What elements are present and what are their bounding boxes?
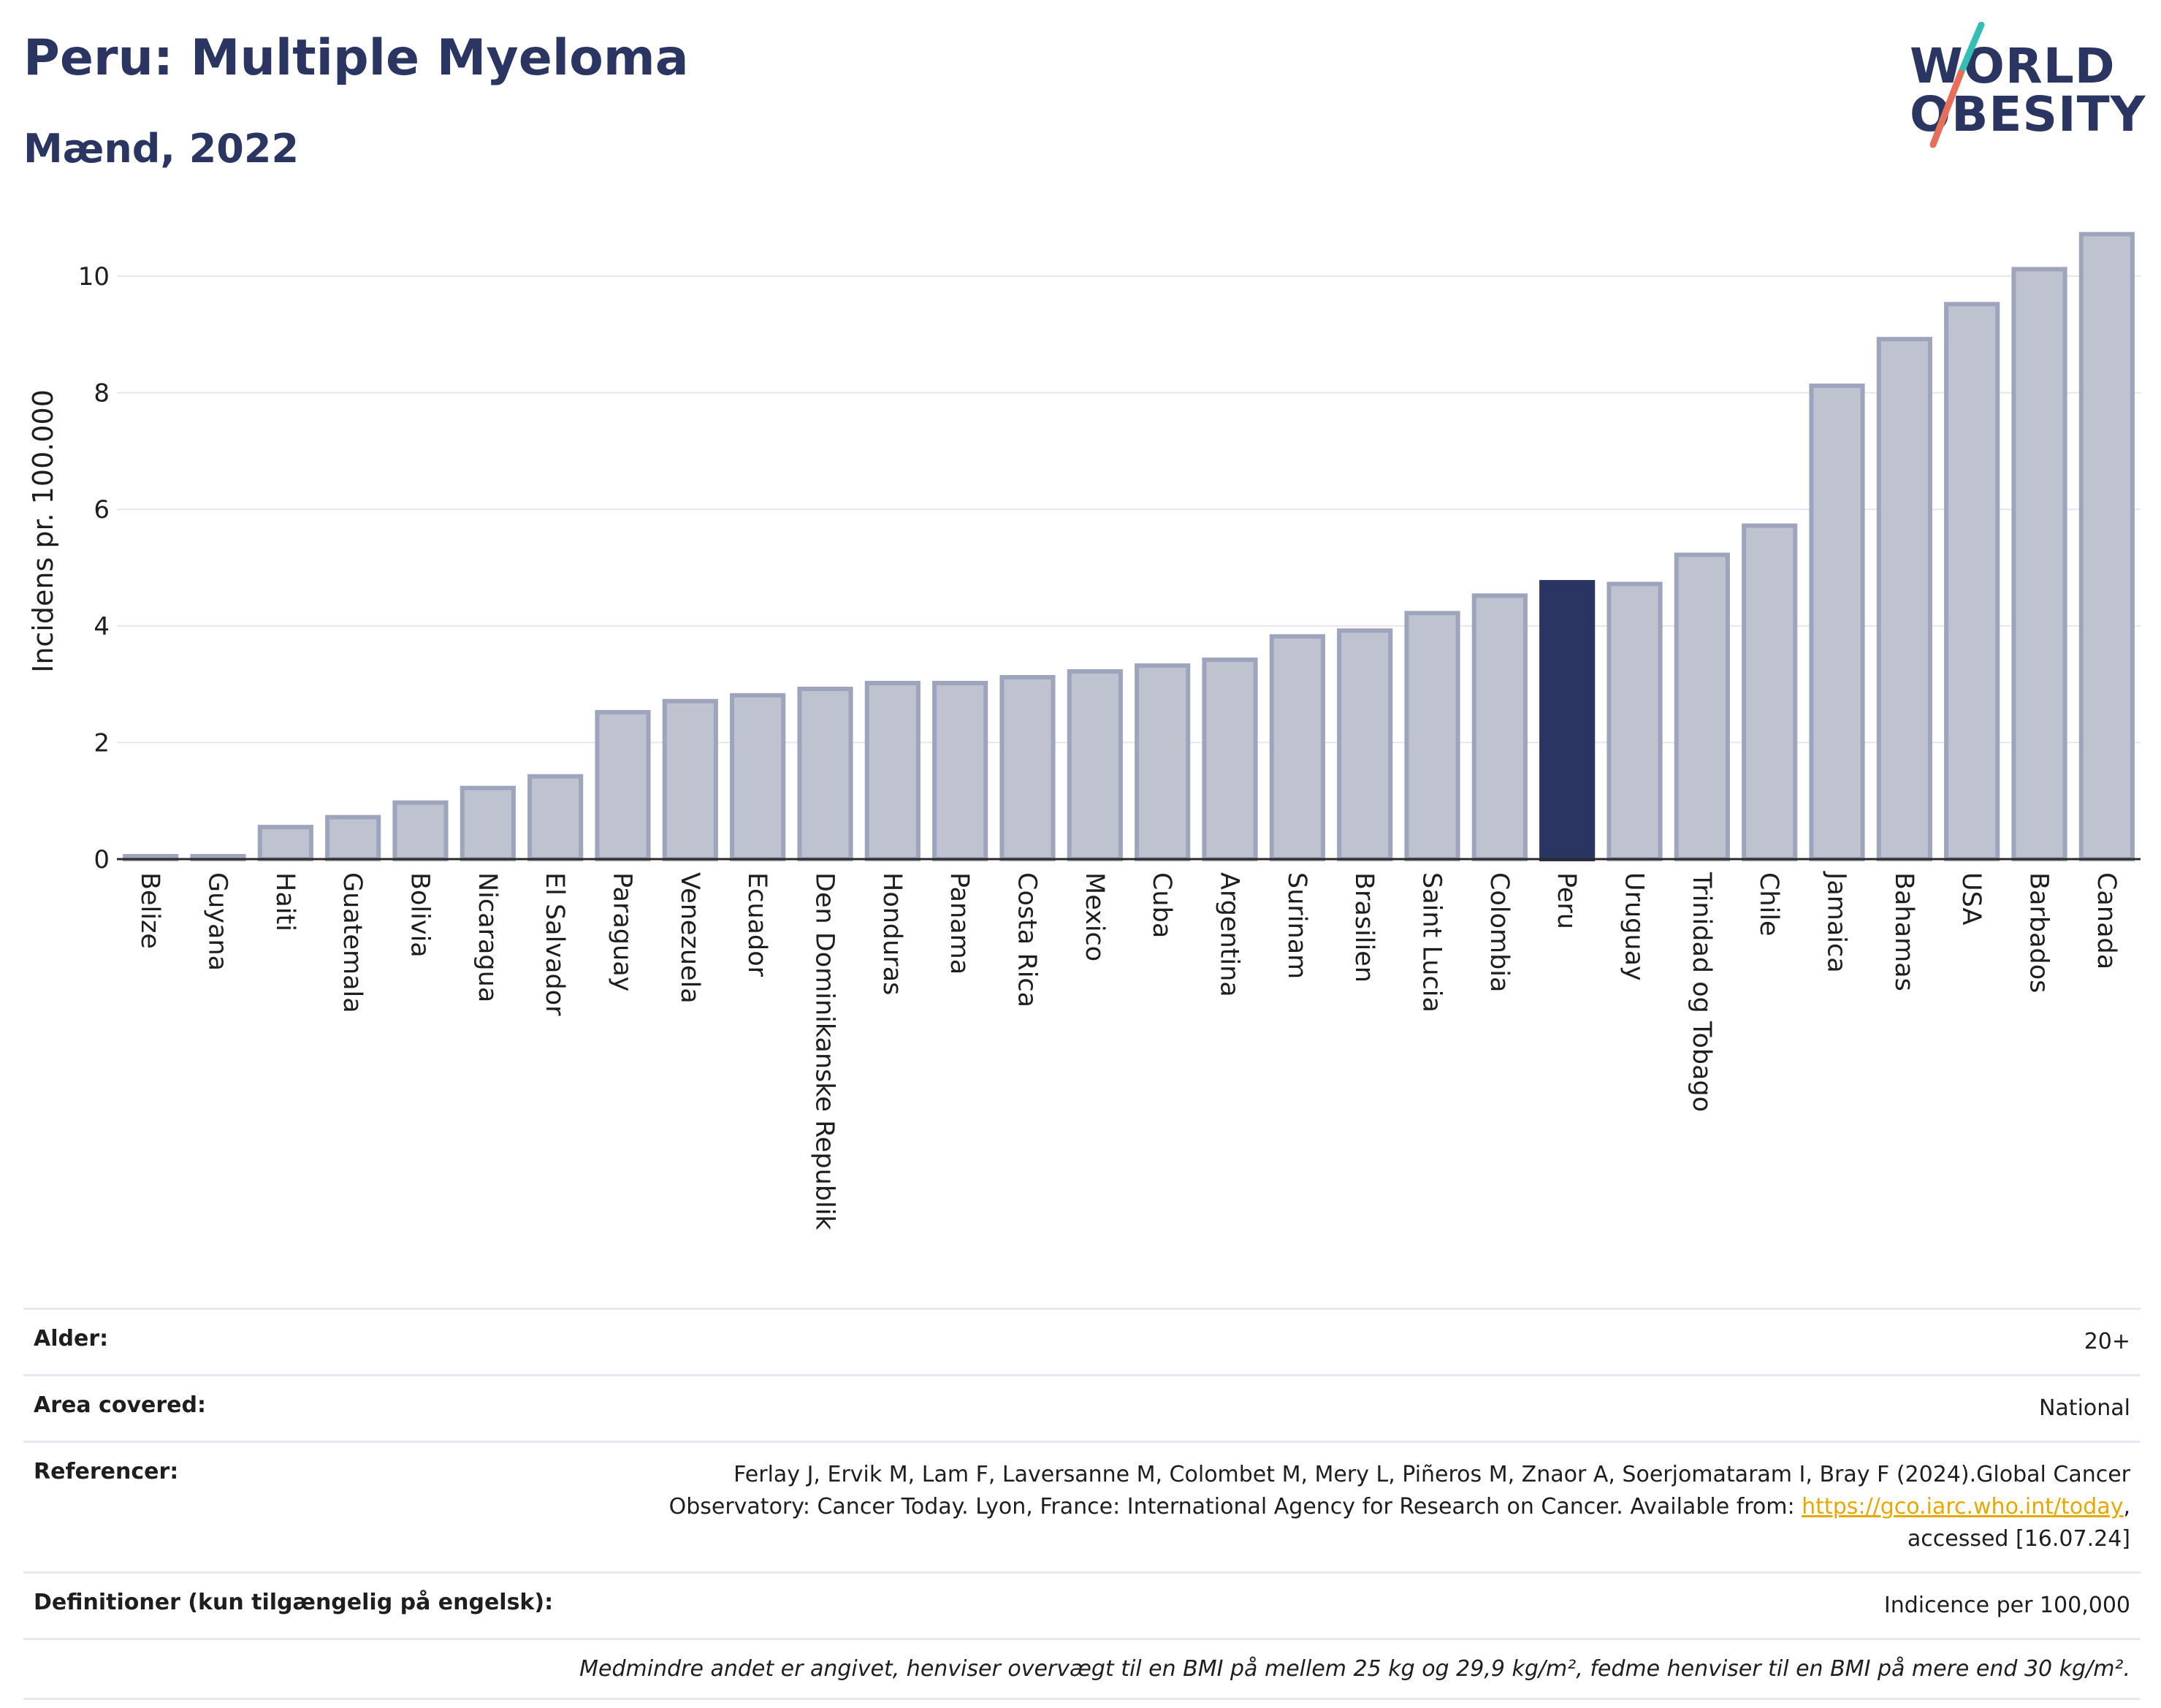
bar-paraguay [595, 709, 651, 861]
reference-link[interactable]: https://gco.iarc.who.int/today [1802, 1494, 2124, 1520]
bar-guatemala [325, 815, 381, 861]
x-tick-label: Barbados [2024, 872, 2054, 993]
bar-mexico [1067, 669, 1123, 861]
info-label: Definitioner (kun tilgængelig på engelsk… [23, 1571, 628, 1639]
y-tick-label: 0 [94, 845, 110, 874]
x-tick-label: Den Dominikanske Republik [810, 872, 839, 1230]
info-label: Area covered: [23, 1374, 628, 1442]
bar-ecuador [730, 693, 786, 862]
x-tick-label: Uruguay [1620, 872, 1649, 981]
reference-line-1: Ferlay J, Ervik M, Lam F, Laversanne M, … [733, 1462, 2130, 1487]
y-axis-ticks: 0 2 4 6 8 10 [78, 262, 110, 874]
x-tick-label: Bahamas [1889, 872, 1918, 991]
x-tick-label: Argentina [1215, 872, 1244, 997]
footnote: Medmindre andet er angivet, henviser ove… [23, 1638, 2141, 1700]
bar-surinam [1269, 634, 1325, 861]
bar-el-salvador [527, 774, 584, 861]
x-tick-label: Guyana [203, 872, 232, 971]
x-tick-label: Paraguay [608, 872, 637, 991]
bar-nicaragua [460, 785, 516, 862]
x-tick-label: Chile [1754, 872, 1783, 937]
info-row-references: Referencer: Ferlay J, Ervik M, Lam F, La… [23, 1441, 2141, 1573]
y-tick-label: 4 [94, 612, 110, 641]
y-tick-label: 2 [94, 728, 110, 758]
bar-jamaica [1809, 384, 1865, 861]
bar-cuba [1135, 663, 1191, 862]
x-tick-label: Panama [945, 872, 974, 975]
x-tick-label: Surinam [1282, 872, 1311, 979]
bar-uruguay [1607, 582, 1663, 861]
chart-subtitle: Mænd, 2022 [23, 126, 300, 172]
logo-word-world: WORLD [1910, 38, 2116, 94]
bar-colombia [1471, 593, 1528, 862]
y-tick-label: 8 [94, 379, 110, 408]
info-row-age: Alder: 20+ [23, 1308, 2141, 1376]
bar-argentina [1202, 657, 1258, 861]
info-value: 20+ [628, 1308, 2141, 1376]
bar-panama [932, 681, 988, 862]
x-tick-label: Guatemala [338, 872, 367, 1013]
y-tick-label: 10 [78, 262, 110, 291]
reference-line-3: accessed [16.07.24] [1907, 1526, 2130, 1552]
x-tick-label: Nicaragua [473, 872, 502, 1002]
bar-bolivia [392, 800, 449, 861]
x-tick-label: Colombia [1485, 872, 1514, 992]
bar-barbados [2011, 267, 2067, 861]
bar-brasilien [1337, 628, 1393, 862]
info-row-area: Area covered: National [23, 1374, 2141, 1442]
x-tick-label: Haiti [270, 872, 300, 931]
bar-bahamas [1876, 337, 1932, 861]
info-value: National [628, 1374, 2141, 1442]
bar-honduras [864, 681, 921, 862]
x-tick-label: Honduras [877, 872, 907, 995]
info-label: Alder: [23, 1308, 628, 1376]
x-tick-label: Mexico [1080, 872, 1109, 961]
info-value: Ferlay J, Ervik M, Lam F, Laversanne M, … [628, 1441, 2141, 1573]
x-tick-label: Trinidad og Tobago [1687, 872, 1716, 1112]
world-obesity-logo: WORLD OBESITY [1899, 22, 2148, 153]
info-row-definitions: Definitioner (kun tilgængelig på engelsk… [23, 1571, 2141, 1639]
bar-venezuela [662, 698, 718, 861]
bar-costa-rica [999, 675, 1056, 861]
bar-chart: 0 2 4 6 8 10 Belize Guyana Haiti Guatemala Bolivi… [27, 232, 2141, 1230]
x-tick-label: Venezuela [675, 872, 704, 1004]
bar-saint-lucia [1404, 611, 1460, 862]
logo-slash-icon [1929, 22, 1985, 148]
y-tick-label: 6 [94, 495, 110, 525]
bar-canada [2078, 232, 2135, 861]
x-tick-label: Belize [135, 872, 164, 949]
info-table: Alder: 20+ Area covered: National Refere… [23, 1308, 2141, 1700]
x-tick-label: Peru [1552, 872, 1581, 929]
bar-den-dominikanske-republik [797, 686, 853, 862]
x-tick-label: Ecuador [742, 872, 771, 977]
x-tick-label: Bolivia [405, 872, 435, 958]
bars [123, 232, 2135, 862]
info-row-note: Medmindre andet er angivet, henviser ove… [23, 1638, 2141, 1700]
bar-usa [1944, 302, 2000, 861]
grid-lines [117, 275, 2141, 744]
info-label: Referencer: [23, 1441, 628, 1573]
info-value: Indicence per 100,000 [628, 1571, 2141, 1639]
reference-line-2-end: , [2123, 1494, 2130, 1520]
bar-peru [1539, 579, 1596, 861]
x-tick-label: El Salvador [540, 872, 569, 1016]
bar-chile [1742, 523, 1798, 861]
bar-haiti [257, 825, 313, 861]
x-axis-ticks: Belize Guyana Haiti Guatemala Bolivia Nicarag… [135, 871, 2121, 1230]
reference-line-2: Observatory: Cancer Today. Lyon, France:… [668, 1494, 1802, 1520]
chart-title: Peru: Multiple Myeloma [23, 29, 689, 87]
x-tick-label: Jamaica [1822, 871, 1851, 973]
x-tick-label: Saint Lucia [1417, 872, 1447, 1013]
x-tick-label: Costa Rica [1013, 872, 1042, 1007]
y-axis-label: Incidens pr. 100.000 [27, 389, 59, 673]
x-tick-label: Brasilien [1349, 872, 1379, 983]
x-tick-label: Canada [2092, 872, 2121, 969]
x-tick-label: USA [1956, 872, 1986, 925]
bar-trinidad-og-tobago [1674, 552, 1730, 861]
x-tick-label: Cuba [1147, 872, 1176, 938]
